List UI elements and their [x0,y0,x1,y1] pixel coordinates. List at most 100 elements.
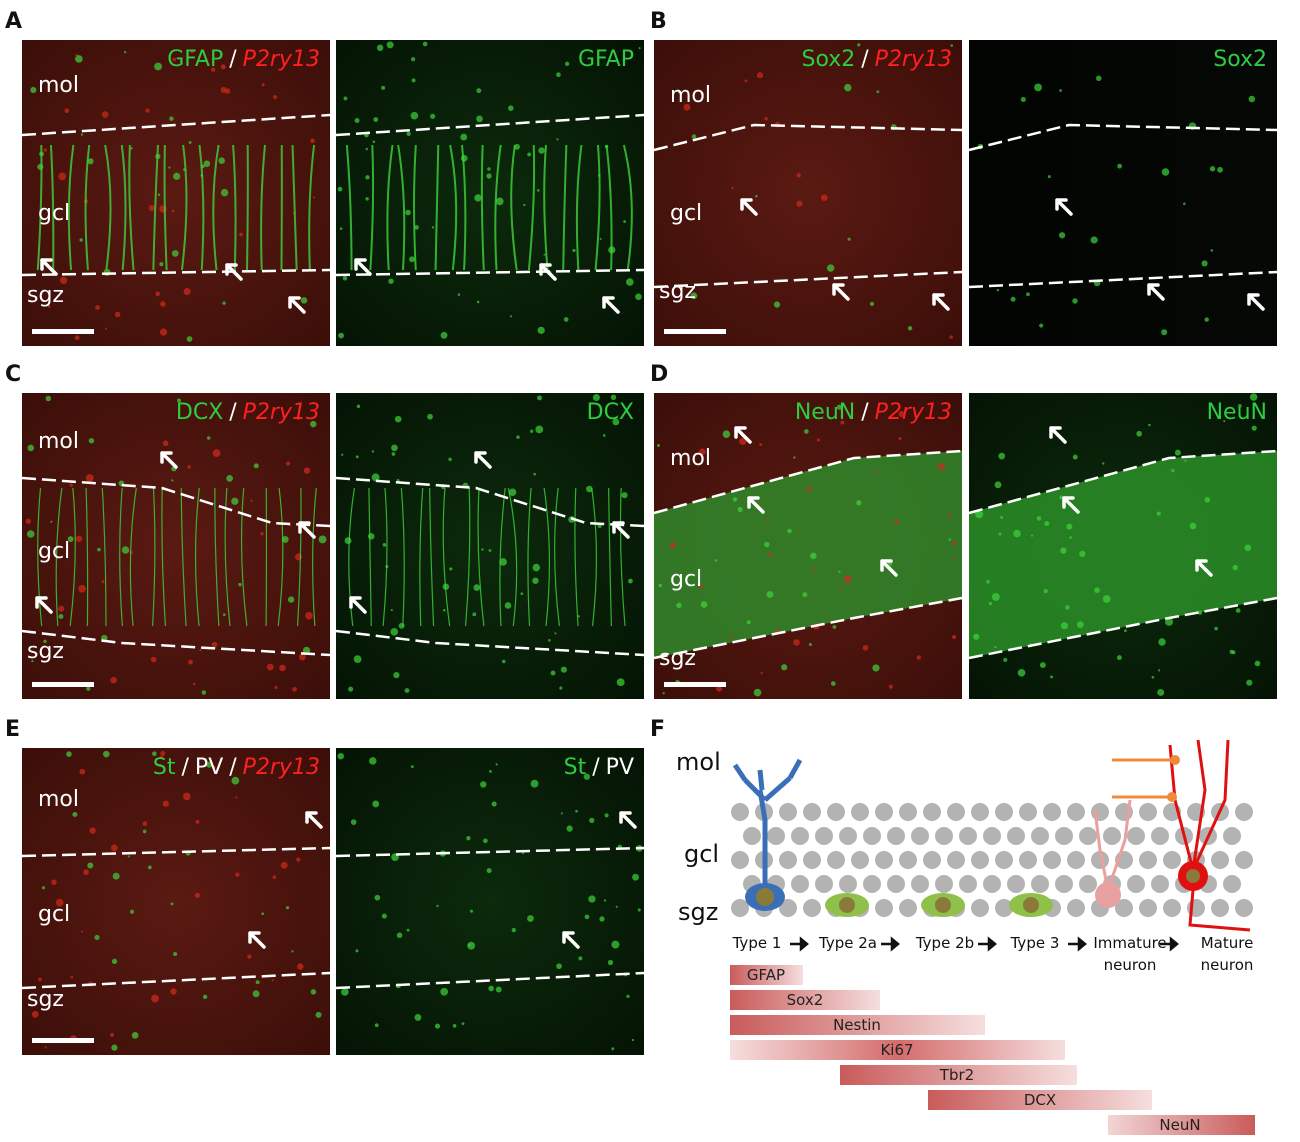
fiber [232,144,237,271]
signal [951,634,957,640]
signal [467,941,476,950]
signal [391,444,398,452]
signal [159,328,168,336]
granule-cell [995,899,1013,917]
signal [231,497,239,505]
layer-label: sgz [27,283,64,308]
layer-boundary [968,596,1278,660]
signal [756,72,764,79]
signal [406,928,410,932]
marker-label-part: / [229,47,237,72]
signal [737,506,743,513]
signal [431,226,435,229]
granule-cell [803,851,821,869]
signal [808,643,812,647]
signal [888,684,893,689]
signal [195,819,200,824]
arrow [354,258,372,276]
fiber [36,144,43,271]
signal [635,293,642,301]
signal [731,186,734,190]
signal [171,209,175,213]
signal [1076,621,1084,628]
layer-boundary [21,629,331,657]
granule-cell [971,803,989,821]
signal [1036,516,1042,521]
signal [473,584,481,591]
signal [495,763,498,766]
granule-cell [899,899,917,917]
layer-boundary [968,123,1278,152]
signal [1223,420,1226,423]
signal [894,519,900,525]
signal [832,625,837,629]
fiber [369,144,375,271]
signal [373,117,379,122]
signal [876,90,880,94]
signal [131,1031,139,1039]
layer-boundary [335,971,645,990]
signal [476,115,483,123]
layer-label: mol [670,83,711,108]
fiber [212,144,220,271]
signal [550,670,556,676]
signal [252,990,260,998]
stage-label: Type 1 [732,934,782,952]
signal [155,291,161,297]
signal [744,79,748,83]
granule-cell [1139,899,1157,917]
signal [1232,564,1238,571]
stage-label: Type 2a [819,934,877,952]
signal [611,1047,615,1051]
granule-cell [947,851,965,869]
granule-cell [887,827,905,845]
signal [862,644,869,651]
signal [121,546,130,554]
signal [86,686,91,691]
signal [466,835,471,841]
fiber [543,144,549,271]
signal [607,959,614,966]
fiber [67,144,75,271]
signal [310,138,315,144]
layer-label: mol [38,787,79,812]
signal [369,757,377,765]
granule-cell [899,803,917,821]
signal [504,602,512,609]
granule-cell [731,803,749,821]
granule-cell [899,851,917,869]
micrograph [336,40,644,346]
marker-bar [730,990,880,1010]
signal [898,437,902,441]
marker-label-part: / [182,755,190,780]
fiber [594,144,601,271]
signal [700,601,708,608]
signal [487,167,491,171]
signal [722,430,731,438]
scale-bar [32,329,94,334]
signal [302,646,311,655]
signal [533,472,536,476]
fiber [562,144,568,271]
signal [72,811,78,817]
granule-cell [1235,803,1253,821]
signal [353,655,362,664]
signal [796,200,803,207]
granule-cell [935,827,953,845]
signal [1020,96,1026,102]
micrograph [654,40,962,346]
signal [173,172,181,180]
signal [486,173,492,179]
marker-name: GFAP [747,966,785,984]
marker-bar [730,965,803,985]
signal [78,584,86,593]
granule-cell [803,899,821,917]
signal [162,440,169,447]
signal [603,899,607,902]
panel-letter: D [650,362,668,387]
granule-cell [839,875,857,893]
signal [81,930,84,933]
signal [577,615,580,618]
signal [1034,83,1042,92]
granule-cell [1235,899,1253,917]
